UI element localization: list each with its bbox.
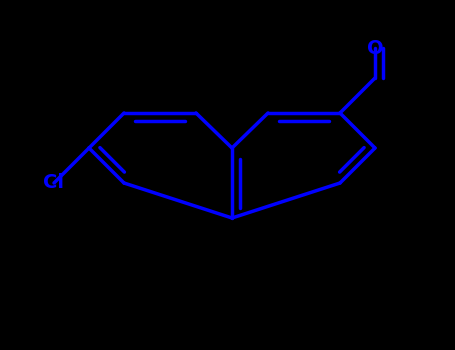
Text: Cl: Cl <box>44 174 65 192</box>
Text: O: O <box>367 38 383 57</box>
